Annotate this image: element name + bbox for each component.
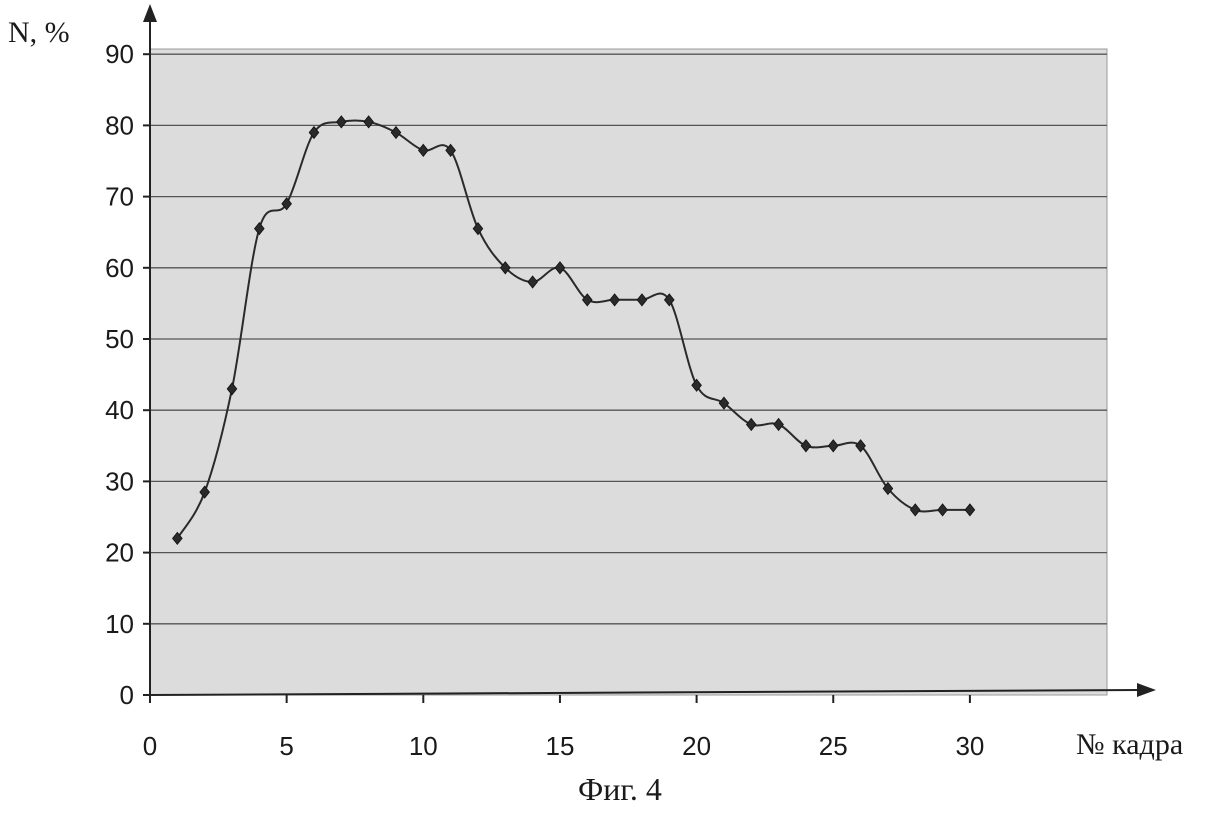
x-tick-label: 0 [143, 731, 157, 761]
plot-area [150, 49, 1107, 695]
x-tick-label: 30 [955, 731, 984, 761]
y-tick-label: 0 [120, 680, 134, 710]
x-axis-arrow [1137, 683, 1156, 697]
x-tick-labels: 0 5 10 15 20 25 30 [143, 695, 985, 761]
x-tick-label: 5 [279, 731, 293, 761]
y-tick-label: 80 [105, 110, 134, 140]
y-tick-label: 40 [105, 395, 134, 425]
y-tick-label: 90 [105, 39, 134, 69]
x-tick-label: 10 [409, 731, 438, 761]
y-tick-label: 10 [105, 609, 134, 639]
y-tick-labels: 0 10 20 30 40 50 60 70 80 90 [105, 39, 150, 710]
y-axis-title: N, % [8, 16, 70, 49]
x-tick-label: 25 [819, 731, 848, 761]
x-tick-label: 15 [545, 731, 574, 761]
y-tick-label: 70 [105, 182, 134, 212]
y-axis-arrow [143, 4, 157, 22]
x-tick-label: 20 [682, 731, 711, 761]
y-tick-label: 50 [105, 324, 134, 354]
y-tick-label: 20 [105, 538, 134, 568]
y-tick-label: 60 [105, 253, 134, 283]
figure-caption: Фиг. 4 [578, 771, 662, 807]
y-tick-label: 30 [105, 466, 134, 496]
x-axis-title: № кадра [1076, 728, 1183, 761]
